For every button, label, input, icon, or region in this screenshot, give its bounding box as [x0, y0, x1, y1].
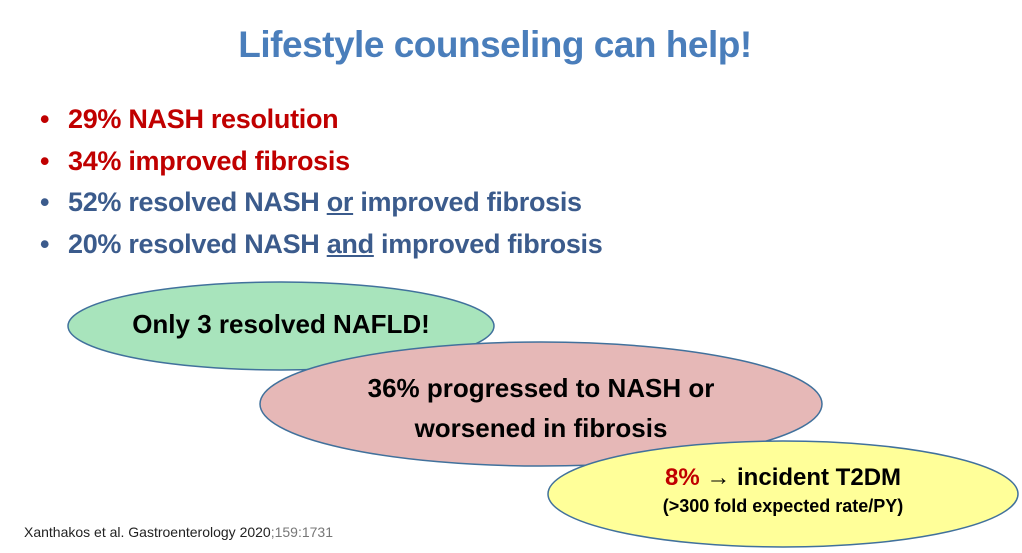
yellow-text: incident T2DM	[730, 464, 902, 491]
bullet-text: improved fibrosis	[353, 187, 582, 217]
bullet-emphasis: or	[326, 187, 354, 217]
bullet-text: 34% improved fibrosis	[68, 145, 350, 176]
bullet-dot: •	[40, 145, 50, 176]
bullet-text: 52% resolved NASH	[68, 187, 327, 217]
bullet-dot: •	[40, 228, 50, 259]
bullet-item: • 20% resolved NASH and improved fibrosis	[40, 225, 603, 267]
bullet-dot: •	[40, 187, 50, 217]
yellow-line-2: (>300 fold expected rate/PY)	[662, 496, 904, 516]
bullet-text: 20% resolved NASH	[68, 228, 327, 259]
slide-title: Lifestyle counseling can help!	[238, 24, 752, 65]
pct-value: 8%	[664, 464, 700, 491]
bullet-emphasis: and	[326, 228, 374, 259]
pink-ellipse	[259, 341, 823, 467]
citation-text: Xanthakos et al. Gastroenterology 2020	[24, 524, 271, 540]
bullet-text: 29% NASH resolution	[68, 104, 339, 134]
pink-callout-text: 36% progressed to NASH or worsened in fi…	[260, 368, 822, 448]
arrow-right-icon: →	[706, 464, 731, 491]
bullet-dot: •	[40, 104, 50, 134]
citation: Xanthakos et al. Gastroenterology 2020;1…	[24, 524, 333, 540]
citation-pages: ;159:1731	[270, 524, 334, 540]
bullet-item: • 52% resolved NASH or improved fibrosis	[40, 183, 602, 225]
yellow-line-1: 8% → incident T2DM	[547, 463, 1019, 493]
bullet-item: • 29% NASH resolution	[40, 100, 602, 142]
bullet-item: • 34% improved fibrosis	[40, 142, 602, 184]
pink-line-2: worsened in fibrosis	[414, 413, 668, 443]
pink-line-1: 36% progressed to NASH or	[367, 373, 715, 403]
green-ellipse	[67, 281, 495, 371]
green-callout-text: Only 3 resolved NAFLD!	[132, 309, 430, 339]
yellow-ellipse	[547, 440, 1019, 548]
bullet-text: improved fibrosis	[373, 228, 603, 259]
yellow-callout-text: 8% → incident T2DM (>300 fold expected r…	[547, 463, 1019, 519]
bullet-list: • 29% NASH resolution • 34% improved fibro…	[40, 100, 603, 267]
